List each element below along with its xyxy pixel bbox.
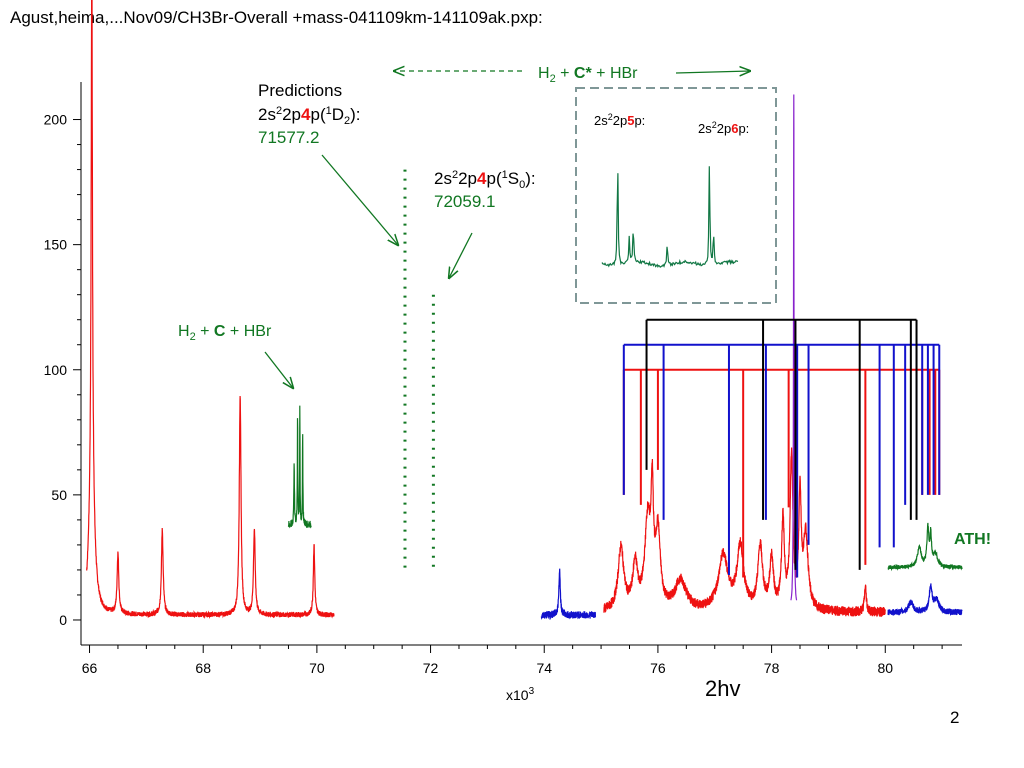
series-green-segment-0 xyxy=(287,405,312,529)
x-axis-label: 2hv xyxy=(705,676,740,701)
x-tick-label: 76 xyxy=(650,660,666,676)
ath-label: ATH! xyxy=(954,531,991,548)
h2-c-arrow xyxy=(264,351,293,388)
prediction-2-value: 72059.1 xyxy=(434,192,495,211)
prediction-2-arrow xyxy=(449,232,473,278)
assignment-combs xyxy=(622,318,941,578)
prediction-lines xyxy=(403,169,435,570)
y-tick-label: 100 xyxy=(44,362,68,378)
x-tick-label: 66 xyxy=(82,660,98,676)
page-number: 2 xyxy=(950,708,960,727)
series-blue-segment-0 xyxy=(540,568,596,621)
series-purple-segment-0 xyxy=(790,94,798,601)
x-tick-label: 72 xyxy=(423,660,439,676)
label-h2-cstar-hbr: H2 + C* + HBr xyxy=(538,65,638,85)
inset-label-2p5: 2s22p5p: xyxy=(594,112,645,128)
label-h2-c-hbr: H2 + C + HBr xyxy=(178,323,272,343)
series-green-segment-1 xyxy=(887,522,963,572)
series-red-segment-0 xyxy=(86,0,335,620)
y-tick-label: 50 xyxy=(51,487,67,503)
prediction-1-term: 2s22p4p(1D2): xyxy=(258,105,361,127)
series-blue-segment-1 xyxy=(887,583,963,616)
prediction-2-term: 2s22p4p(1S0): xyxy=(434,169,536,191)
predictions-heading: Predictions xyxy=(258,81,342,100)
inset-panel: 2s22p5p: 2s22p6p: xyxy=(575,87,777,304)
prediction-1-arrow xyxy=(321,154,398,245)
y-tick-label: 150 xyxy=(44,237,68,253)
data-series xyxy=(86,0,963,621)
x-tick-label: 80 xyxy=(877,660,893,676)
inset-frame xyxy=(575,87,777,304)
annotations: Predictions 2s22p4p(1D2):71577.2 2s22p4p(1… xyxy=(178,65,991,548)
x-tick-label: 70 xyxy=(309,660,325,676)
y-tick-label: 200 xyxy=(44,112,68,128)
x-tick-label: 78 xyxy=(764,660,780,676)
x-tick-label: 74 xyxy=(536,660,552,676)
series-red-segment-1 xyxy=(603,447,886,618)
inset-trace xyxy=(601,166,739,269)
x-tick-multiplier: x103 xyxy=(506,686,535,703)
file-title: Agust,heima,...Nov09/CH3Br-Overall +mass… xyxy=(10,8,543,27)
x-tick-label: 68 xyxy=(195,660,211,676)
axes: 0 50 100 150 200 66 68 70 72 74 76 78 80 x103 2hv xyxy=(44,82,962,703)
h2-cstar-arrow xyxy=(675,71,750,73)
inset-label-2p6: 2s22p6p: xyxy=(698,120,749,136)
prediction-1-value: 71577.2 xyxy=(258,128,319,147)
y-tick-label: 0 xyxy=(59,612,67,628)
